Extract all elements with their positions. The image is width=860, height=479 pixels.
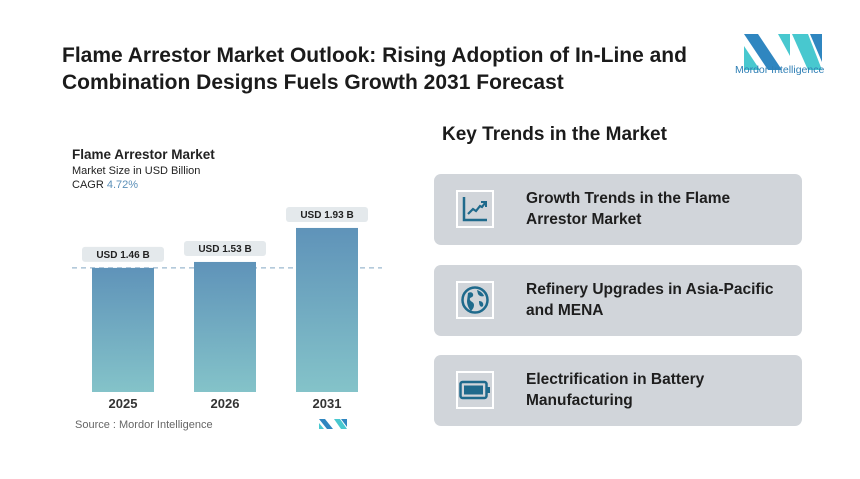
mordor-logo xyxy=(744,34,822,70)
trend-card: Electrification in Battery Manufacturing xyxy=(434,355,802,426)
cagr: CAGR 4.72% xyxy=(72,179,138,191)
data-label-bg xyxy=(82,246,164,262)
trend-label: Refinery Upgrades in Asia-Pacific and ME… xyxy=(526,281,774,319)
bar-chart: USD 1.46 B 2025 USD 1.53 B 2026 USD 1.93 B 20… xyxy=(72,206,382,411)
trend-label: Electrification in Battery Manufacturing xyxy=(526,371,705,409)
trend-card: Growth Trends in the Flame Arrestor Mark… xyxy=(434,174,802,245)
cagr-value: 4.72% xyxy=(106,179,139,191)
page-title: Flame Arrestor Market Outlook: Rising Ad… xyxy=(62,44,687,94)
globe-icon xyxy=(456,281,494,319)
source-note: Source : Mordor Intelligence xyxy=(75,419,213,431)
bar-2025 xyxy=(92,267,154,392)
data-label-bg xyxy=(184,240,266,256)
data-label: USD 1.93 B xyxy=(300,210,353,221)
data-label-bg xyxy=(286,206,368,222)
trend-card: Refinery Upgrades in Asia-Pacific and ME… xyxy=(434,265,802,336)
logo-text: Mordor Intelligence xyxy=(735,64,825,76)
data-label: USD 1.53 B xyxy=(198,244,251,255)
chart-subtitle: Market Size in USD Billion xyxy=(72,165,201,177)
cagr-label: CAGR xyxy=(72,179,104,191)
x-tick-label: 2031 xyxy=(313,396,342,411)
chart-title: Flame Arrestor Market xyxy=(72,147,215,162)
data-label: USD 1.46 B xyxy=(96,250,149,261)
bar-2026 xyxy=(194,261,256,392)
line-chart-icon xyxy=(456,190,494,228)
x-tick-label: 2025 xyxy=(109,396,138,411)
bar-2031 xyxy=(296,227,358,392)
battery-icon xyxy=(456,371,494,409)
mordor-mini-logo xyxy=(319,419,347,429)
trend-label: Growth Trends in the Flame Arrestor Mark… xyxy=(526,190,731,228)
x-tick-label: 2026 xyxy=(211,396,240,411)
trends-heading: Key Trends in the Market xyxy=(442,124,667,145)
